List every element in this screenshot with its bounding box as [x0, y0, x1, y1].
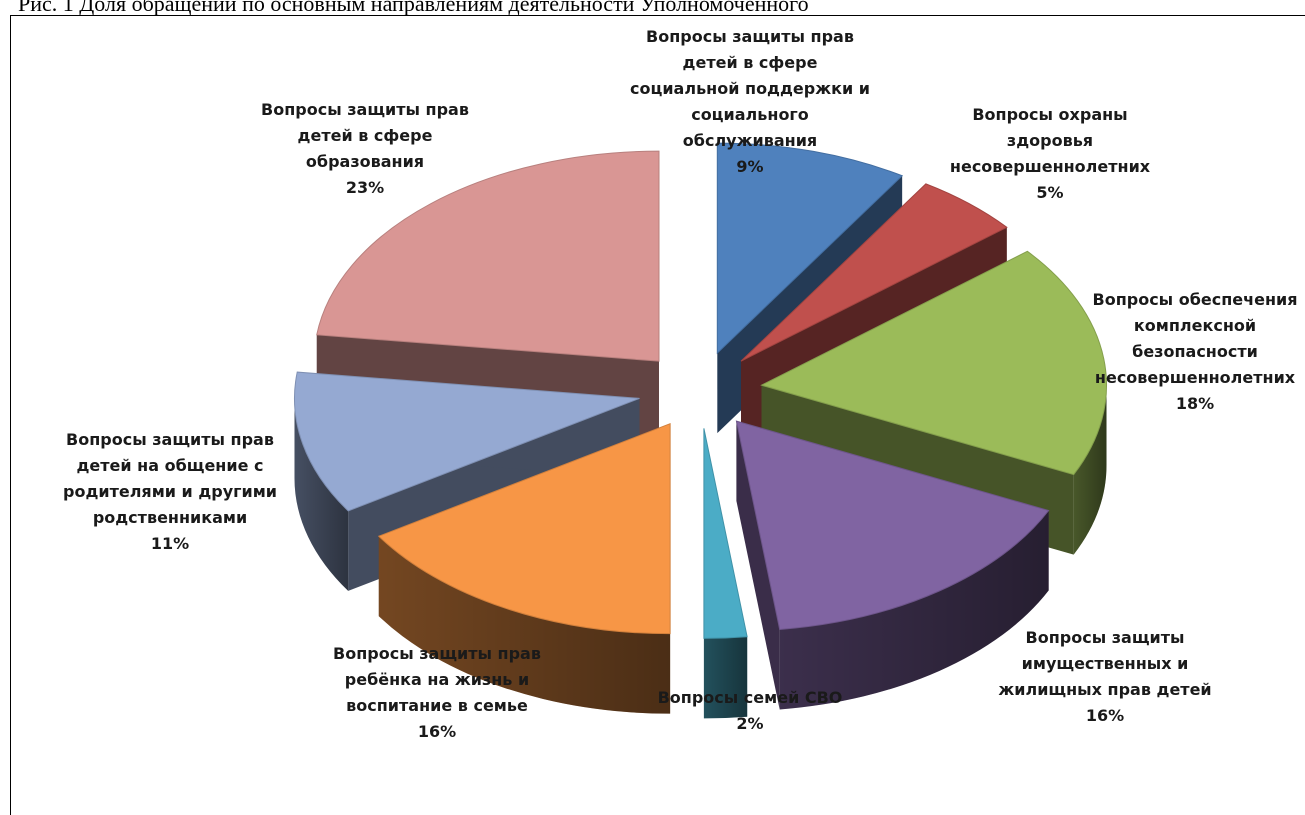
- slice-wall-3-1: [736, 421, 780, 710]
- slice-percent-0: 9%: [736, 157, 763, 176]
- slice-label-line-1-1: здоровья: [1007, 131, 1093, 150]
- slice-label-line-0-1: детей в сфере: [683, 53, 818, 72]
- slice-label-4: Вопросы семей СВО 2%: [658, 688, 843, 733]
- pie-slice-4: [703, 428, 748, 639]
- pie-slice-2: [760, 250, 1108, 476]
- pie-labels: Вопросы защиты прав детей в сфере социальн…: [63, 27, 1298, 741]
- pie-slice-0: [716, 142, 904, 355]
- slice-label-line-3-2: жилищных прав детей: [998, 680, 1211, 699]
- slice-label-line-3-1: имущественных и: [1022, 654, 1189, 673]
- slice-percent-2: 18%: [1176, 394, 1214, 413]
- slice-label-line-6-0: Вопросы защиты прав: [66, 430, 274, 449]
- slice-percent-3: 16%: [1086, 706, 1124, 725]
- slice-label-line-6-3: родственниками: [93, 508, 247, 527]
- slice-label-3: Вопросы защиты имущественных и жилищных пр…: [998, 628, 1211, 725]
- slice-percent-7: 23%: [346, 178, 384, 197]
- slice-label-line-2-2: безопасности: [1132, 342, 1258, 361]
- pie-tops: [293, 142, 1108, 639]
- pie-slice-7: [316, 150, 660, 362]
- slice-label-line-5-0: Вопросы защиты прав: [333, 644, 541, 663]
- slice-label-line-0-0: Вопросы защиты прав: [646, 27, 854, 46]
- slice-side-shade-4-0: [703, 636, 748, 719]
- pie-slice-1: [740, 183, 1008, 362]
- figure-caption: Рис. 1 Доля обращений по основным направ…: [18, 0, 809, 15]
- slice-side-shade-3-0: [779, 510, 1049, 710]
- slice-label-line-0-3: социального: [691, 105, 809, 124]
- slice-label-5: Вопросы защиты прав ребёнка на жизнь и вос…: [333, 644, 541, 741]
- slice-side-shade-5-0: [378, 536, 671, 714]
- slice-label-line-4-0: Вопросы семей СВО: [658, 688, 843, 707]
- slice-label-line-3-0: Вопросы защиты: [1026, 628, 1185, 647]
- slice-percent-6: 11%: [151, 534, 189, 553]
- slice-label-line-6-1: детей на общение с: [77, 456, 264, 475]
- slice-label-line-5-2: воспитание в семье: [346, 696, 528, 715]
- slice-label-line-2-1: комплексной: [1134, 316, 1256, 335]
- pie-slice-3: [735, 420, 1050, 630]
- pie-slice-5: [377, 422, 671, 635]
- slice-label-line-5-1: ребёнка на жизнь и: [345, 670, 529, 689]
- slice-label-7: Вопросы защиты прав детей в сфере образова…: [261, 100, 469, 197]
- slice-percent-1: 5%: [1036, 183, 1063, 202]
- slice-label-2: Вопросы обеспечения комплексной безопаснос…: [1093, 290, 1298, 413]
- slice-label-1: Вопросы охраны здоровья несовершеннолетних…: [950, 105, 1151, 202]
- slice-label-line-7-2: образования: [306, 152, 424, 171]
- slice-label-line-2-0: Вопросы обеспечения: [1093, 290, 1298, 309]
- slice-label-line-1-2: несовершеннолетних: [950, 157, 1151, 176]
- slice-label-line-7-0: Вопросы защиты прав: [261, 100, 469, 119]
- slice-percent-4: 2%: [736, 714, 763, 733]
- slice-label-line-0-2: социальной поддержки и: [630, 79, 870, 98]
- slice-side-shade-2-0: [1073, 385, 1107, 555]
- slice-label-line-6-2: родителями и другими: [63, 482, 277, 501]
- slice-label-line-7-1: детей в сфере: [298, 126, 433, 145]
- slice-label-6: Вопросы защиты прав детей на общение с род…: [63, 430, 277, 553]
- slice-label-0: Вопросы защиты прав детей в сфере социальн…: [630, 27, 870, 176]
- slice-label-line-2-3: несовершеннолетних: [1095, 368, 1296, 387]
- slice-label-line-1-0: Вопросы охраны: [972, 105, 1127, 124]
- slice-label-line-0-4: обслуживания: [683, 131, 817, 150]
- slice-percent-5: 16%: [418, 722, 456, 741]
- pie-chart: Вопросы защиты прав детей в сфере социальн…: [63, 27, 1298, 741]
- pie-slice-6: [293, 371, 640, 512]
- chart-frame: [10, 15, 1305, 815]
- slice-side-shade-6-0: [294, 398, 349, 591]
